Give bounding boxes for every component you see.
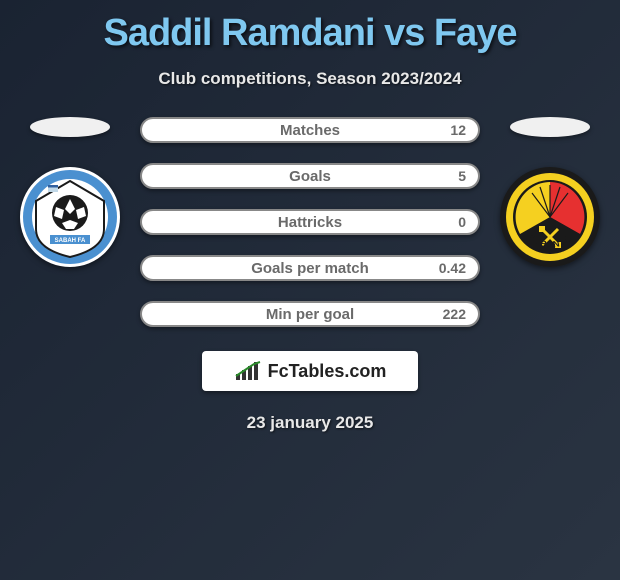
stat-row-matches: Matches 12: [140, 117, 480, 143]
stat-right-value: 12: [450, 122, 466, 138]
right-crest: P . B . N . S: [500, 167, 600, 267]
stat-label: Matches: [280, 122, 340, 139]
stat-label: Goals per match: [251, 260, 369, 277]
left-side: SABAH FA: [20, 117, 120, 267]
stat-row-mpg: Min per goal 222: [140, 301, 480, 327]
stat-label: Goals: [289, 168, 331, 185]
left-crest: SABAH FA: [20, 167, 120, 267]
stat-row-gpm: Goals per match 0.42: [140, 255, 480, 281]
stat-right-value: 5: [458, 168, 466, 184]
right-side: P . B . N . S: [500, 117, 600, 267]
stats-column: Matches 12 Goals 5 Hattricks 0 Goals per…: [140, 117, 480, 327]
stat-row-hattricks: Hattricks 0: [140, 209, 480, 235]
stat-label: Min per goal: [266, 306, 354, 323]
left-crest-svg: SABAH FA: [20, 167, 120, 267]
subtitle: Club competitions, Season 2023/2024: [0, 69, 620, 89]
stat-right-value: 222: [443, 306, 466, 322]
stat-right-value: 0: [458, 214, 466, 230]
svg-text:SABAH FA: SABAH FA: [55, 238, 86, 244]
fctables-logo[interactable]: FcTables.com: [202, 351, 418, 391]
left-flag: [30, 117, 110, 137]
date-text: 23 january 2025: [0, 413, 620, 433]
right-flag: [510, 117, 590, 137]
logo-text: FcTables.com: [268, 361, 387, 382]
stat-right-value: 0.42: [439, 260, 466, 276]
chart-icon: [234, 360, 262, 382]
stat-row-goals: Goals 5: [140, 163, 480, 189]
page-title: Saddil Ramdani vs Faye: [0, 0, 620, 55]
right-crest-svg: P . B . N . S: [500, 167, 600, 267]
stat-label: Hattricks: [278, 214, 342, 231]
comparison-content: SABAH FA Matches 12 Goals 5 Hattricks 0 …: [0, 117, 620, 327]
